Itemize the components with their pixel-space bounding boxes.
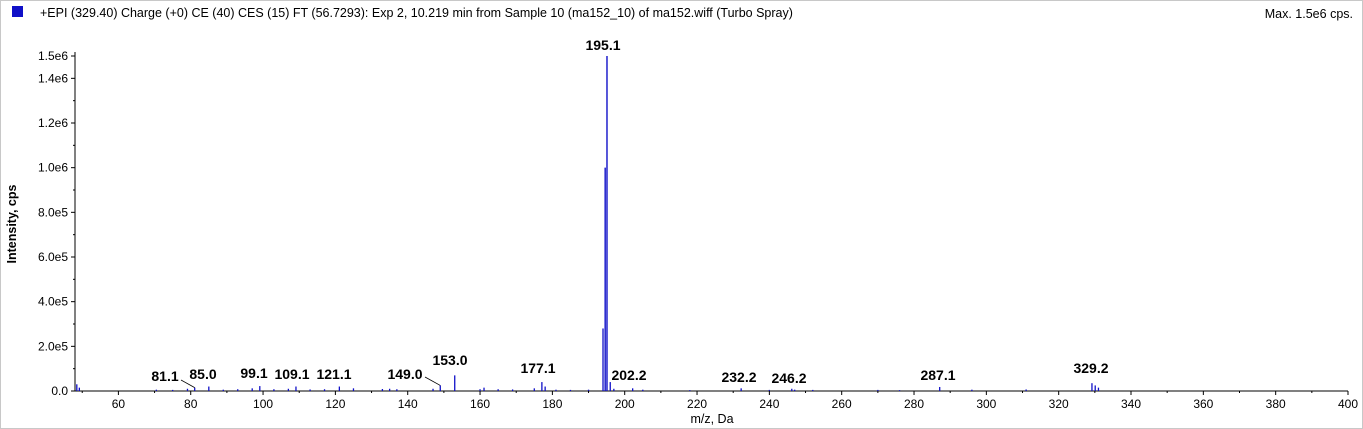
y-tick-label-4: 8.0e5 xyxy=(38,205,68,219)
x-tick-label-12: 300 xyxy=(976,397,996,411)
peak-label-42: 232.2 xyxy=(721,369,756,385)
x-tick-label-7: 200 xyxy=(615,397,635,411)
peak-label-22: 149.0 xyxy=(387,366,422,382)
y-tick-label-6: 1.2e6 xyxy=(38,116,68,130)
x-tick-label-16: 380 xyxy=(1266,397,1286,411)
y-tick-label-1: 2.0e5 xyxy=(38,339,68,353)
peak-label-39: 202.2 xyxy=(611,367,646,383)
x-tick-label-1: 80 xyxy=(184,397,198,411)
x-tick-label-0: 60 xyxy=(112,397,126,411)
spectrum-title: +EPI (329.40) Charge (+0) CE (40) CES (1… xyxy=(40,6,793,20)
x-axis-label: m/z, Da xyxy=(690,412,734,426)
x-tick-label-10: 260 xyxy=(832,397,852,411)
y-tick-label-7: 1.4e6 xyxy=(38,71,68,85)
peak-label-52: 329.2 xyxy=(1073,360,1108,376)
x-tick-label-9: 240 xyxy=(759,397,779,411)
series-color-swatch xyxy=(12,6,23,17)
peak-label-49: 287.1 xyxy=(920,367,955,383)
peak-label-16: 121.1 xyxy=(316,366,351,382)
x-tick-label-3: 120 xyxy=(325,397,345,411)
peak-label-44: 246.2 xyxy=(771,370,806,386)
x-tick-label-15: 360 xyxy=(1193,397,1213,411)
x-tick-label-17: 400 xyxy=(1338,397,1358,411)
peak-label-6: 85.0 xyxy=(189,366,216,382)
peak-label-36: 195.1 xyxy=(585,37,620,53)
x-tick-label-6: 180 xyxy=(542,397,562,411)
x-tick-label-11: 280 xyxy=(904,397,924,411)
y-tick-label-8: 1.5e6 xyxy=(38,49,68,63)
x-tick-label-13: 320 xyxy=(1049,397,1069,411)
x-tick-label-5: 160 xyxy=(470,397,490,411)
peak-label-5: 81.1 xyxy=(151,368,178,384)
max-intensity-label: Max. 1.5e6 cps. xyxy=(1264,7,1353,21)
x-tick-label-8: 220 xyxy=(687,397,707,411)
y-tick-label-3: 6.0e5 xyxy=(38,250,68,264)
y-tick-label-0: 0.0 xyxy=(51,384,68,398)
y-tick-label-5: 1.0e6 xyxy=(38,161,68,175)
peak-label-23: 153.0 xyxy=(432,352,467,368)
leader-149 xyxy=(424,376,441,386)
x-tick-label-14: 340 xyxy=(1121,397,1141,411)
x-tick-label-2: 100 xyxy=(253,397,273,411)
peak-label-29: 177.1 xyxy=(520,360,555,376)
peak-label-13: 109.1 xyxy=(274,366,309,382)
leader-81 xyxy=(180,379,195,388)
x-tick-label-4: 140 xyxy=(398,397,418,411)
y-tick-label-2: 4.0e5 xyxy=(38,295,68,309)
peak-label-10: 99.1 xyxy=(240,365,267,381)
